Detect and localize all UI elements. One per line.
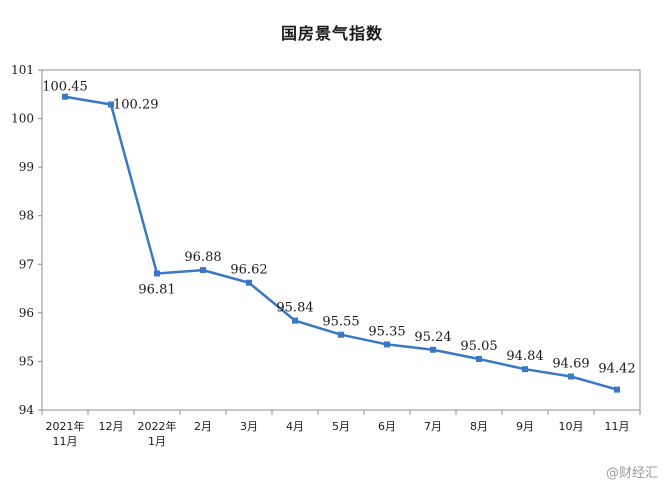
x-tick-label: 5月 — [332, 420, 350, 433]
data-point — [430, 346, 436, 353]
data-label: 94.42 — [598, 362, 635, 377]
x-tick-label: 12月 — [99, 420, 124, 433]
data-label: 94.84 — [506, 349, 543, 364]
data-label: 100.45 — [42, 80, 88, 95]
y-tick-label: 99 — [19, 160, 34, 174]
y-tick-label: 96 — [19, 306, 34, 320]
data-point — [384, 341, 390, 348]
data-point — [338, 331, 344, 338]
data-point — [614, 386, 620, 393]
data-point — [476, 356, 482, 362]
data-point — [246, 279, 252, 286]
x-tick-label: 3月 — [240, 420, 258, 433]
data-point — [108, 101, 114, 108]
data-point — [200, 267, 206, 274]
x-tick-label: 9月 — [516, 420, 534, 433]
data-point — [292, 317, 298, 324]
x-tick-label: 2022年 — [138, 419, 177, 433]
data-label: 95.55 — [322, 315, 359, 330]
x-tick-label: 6月 — [378, 420, 396, 433]
data-label: 95.35 — [368, 324, 405, 339]
series-line — [64, 95, 618, 391]
y-tick-label: 97 — [19, 257, 34, 271]
x-tick-label: 4月 — [286, 420, 304, 433]
data-label: 95.84 — [276, 301, 313, 316]
chart-title: 国房景气指数 — [280, 24, 383, 43]
y-tick-label: 95 — [19, 354, 34, 368]
y-tick-label: 100 — [11, 112, 34, 126]
data-label: 95.24 — [414, 330, 451, 345]
x-tick-label: 11月 — [605, 420, 630, 433]
x-tick-label: 8月 — [470, 420, 488, 433]
data-label: 96.88 — [184, 250, 221, 265]
y-tick-label: 94 — [19, 403, 35, 417]
data-label: 96.62 — [230, 263, 267, 278]
data-label: 96.81 — [138, 283, 175, 298]
data-label: 94.69 — [552, 356, 589, 371]
data-point — [154, 270, 160, 277]
watermark: @财经汇 — [605, 466, 658, 481]
y-tick-label: 101 — [11, 63, 34, 77]
data-point — [522, 366, 528, 373]
plot-area-frame — [41, 69, 641, 411]
x-tick-label: 11月 — [53, 435, 78, 448]
data-point — [568, 373, 574, 380]
data-label: 100.29 — [113, 97, 159, 112]
x-tick-label: 2月 — [194, 420, 212, 433]
x-tick-label: 7月 — [424, 420, 442, 433]
x-tick-label: 1月 — [148, 435, 166, 448]
x-tick-label: 2021年 — [46, 419, 85, 433]
y-tick-label: 98 — [19, 209, 34, 223]
x-tick-label: 10月 — [559, 420, 584, 433]
data-label: 95.05 — [460, 339, 497, 354]
data-point — [62, 93, 68, 100]
